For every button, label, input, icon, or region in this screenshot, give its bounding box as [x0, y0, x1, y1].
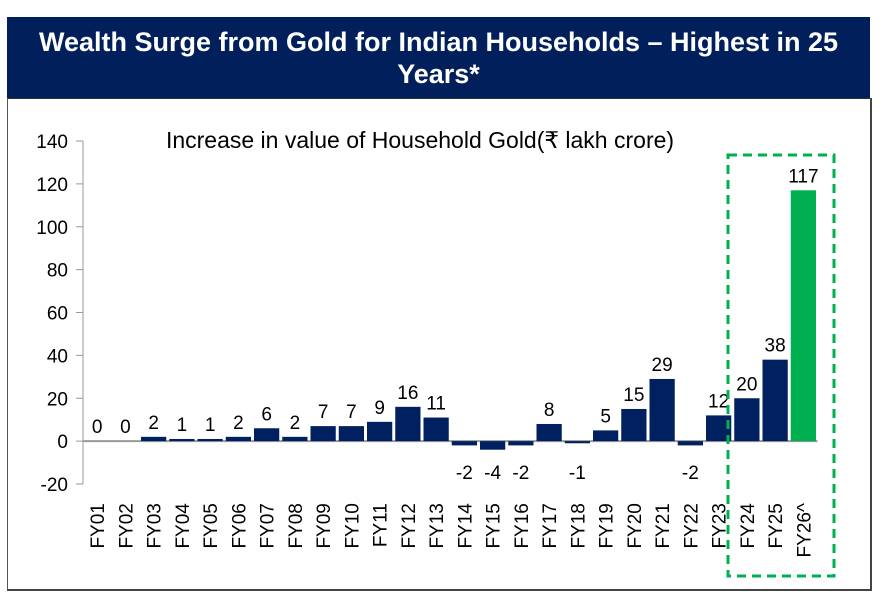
data-label: -2 [456, 463, 473, 484]
bar-fy12 [395, 406, 421, 442]
data-label: 12 [708, 391, 729, 412]
x-tick-label: FY24 [738, 503, 759, 549]
y-tick-label: 140 [36, 132, 68, 153]
data-label: 2 [290, 413, 301, 434]
data-label: 20 [736, 374, 757, 395]
data-label: 6 [261, 404, 272, 425]
y-tick-label: 100 [36, 218, 68, 239]
x-tick-label: FY01 [88, 503, 109, 548]
bar-fy13 [423, 417, 449, 442]
x-tick-label: FY11 [371, 503, 392, 547]
data-label: 7 [346, 402, 357, 423]
x-tick-label: FY14 [455, 503, 476, 549]
bar-fy24 [734, 398, 760, 442]
bar-fy10 [338, 426, 364, 442]
y-tick-label: 120 [36, 175, 68, 196]
bar-fy17 [536, 423, 562, 442]
page-title: Wealth Surge from Gold for Indian Househ… [38, 26, 839, 89]
bar-fy08 [282, 436, 308, 442]
data-label: 15 [623, 385, 644, 406]
x-tick-label: FY12 [399, 503, 420, 548]
y-tick-label: 20 [47, 389, 68, 410]
bar-fy20 [621, 408, 647, 442]
x-tick-label: FY22 [681, 503, 702, 548]
data-label: 117 [788, 166, 818, 187]
x-tick-label: FY09 [314, 503, 335, 548]
data-label: -1 [569, 463, 586, 484]
data-label: 16 [397, 383, 418, 404]
y-tick-label: 40 [47, 346, 68, 367]
x-tick-label: FY06 [229, 503, 250, 548]
x-tick-label: FY23 [710, 503, 731, 548]
bar-fy18 [564, 441, 590, 444]
data-label: 1 [177, 415, 188, 436]
x-tick-label: FY05 [201, 503, 222, 548]
x-tick-label: FY02 [116, 503, 137, 548]
y-tick-label: 60 [47, 304, 68, 325]
bar-fy25 [762, 359, 788, 442]
bar-fy06 [225, 436, 251, 442]
x-tick-label: FY20 [625, 503, 646, 548]
data-label: -2 [512, 463, 529, 484]
bar-fy14 [451, 441, 477, 446]
data-label: 5 [600, 406, 611, 427]
bar-fy04 [169, 438, 195, 442]
title-banner: Wealth Surge from Gold for Indian Househ… [7, 17, 870, 99]
x-tick-label: FY17 [540, 503, 561, 548]
bar-fy15 [480, 441, 506, 450]
x-tick-label: FY26^ [794, 503, 815, 557]
bar-fy03 [141, 436, 167, 442]
bar-fy09 [310, 426, 336, 442]
bar-fy05 [197, 438, 223, 442]
x-tick-label: FY18 [568, 503, 589, 548]
x-tick-label: FY08 [286, 503, 307, 548]
data-label: 7 [318, 402, 329, 423]
bar-fy22 [677, 441, 703, 446]
data-label: 1 [205, 415, 216, 436]
data-label: 0 [120, 417, 131, 438]
data-label: 11 [426, 394, 446, 415]
data-label: -4 [484, 463, 501, 484]
data-label: 9 [374, 398, 385, 419]
x-tick-label: FY04 [173, 503, 194, 549]
data-label: -2 [682, 463, 699, 484]
highlight-box [726, 153, 836, 578]
data-label: 2 [148, 413, 159, 434]
data-label: 2 [233, 413, 244, 434]
bar-fy11 [367, 421, 393, 442]
data-label: 29 [652, 355, 673, 376]
x-tick-label: FY19 [597, 503, 618, 548]
x-tick-label: FY03 [145, 503, 166, 548]
x-tick-label: FY25 [766, 503, 787, 548]
y-tick-label: 80 [47, 261, 68, 282]
x-tick-label: FY13 [427, 503, 448, 548]
bar-fy07 [254, 428, 280, 442]
x-tick-label: FY16 [512, 503, 533, 548]
bar-fy26 [790, 190, 816, 442]
bar-fy19 [593, 430, 619, 442]
x-tick-label: FY07 [258, 503, 279, 548]
chart-panel [7, 98, 872, 591]
y-tick-label: -20 [41, 475, 68, 496]
x-tick-label: FY15 [484, 503, 505, 548]
data-label: 38 [765, 336, 786, 357]
bar-fy21 [649, 378, 675, 442]
data-label: 0 [92, 417, 103, 438]
y-tick-label: 0 [57, 432, 68, 453]
bar-fy16 [508, 441, 534, 446]
x-tick-label: FY10 [342, 503, 363, 548]
chart-title: Increase in value of Household Gold(₹ la… [166, 127, 674, 153]
x-tick-label: FY21 [653, 503, 674, 548]
data-label: 8 [544, 400, 555, 421]
